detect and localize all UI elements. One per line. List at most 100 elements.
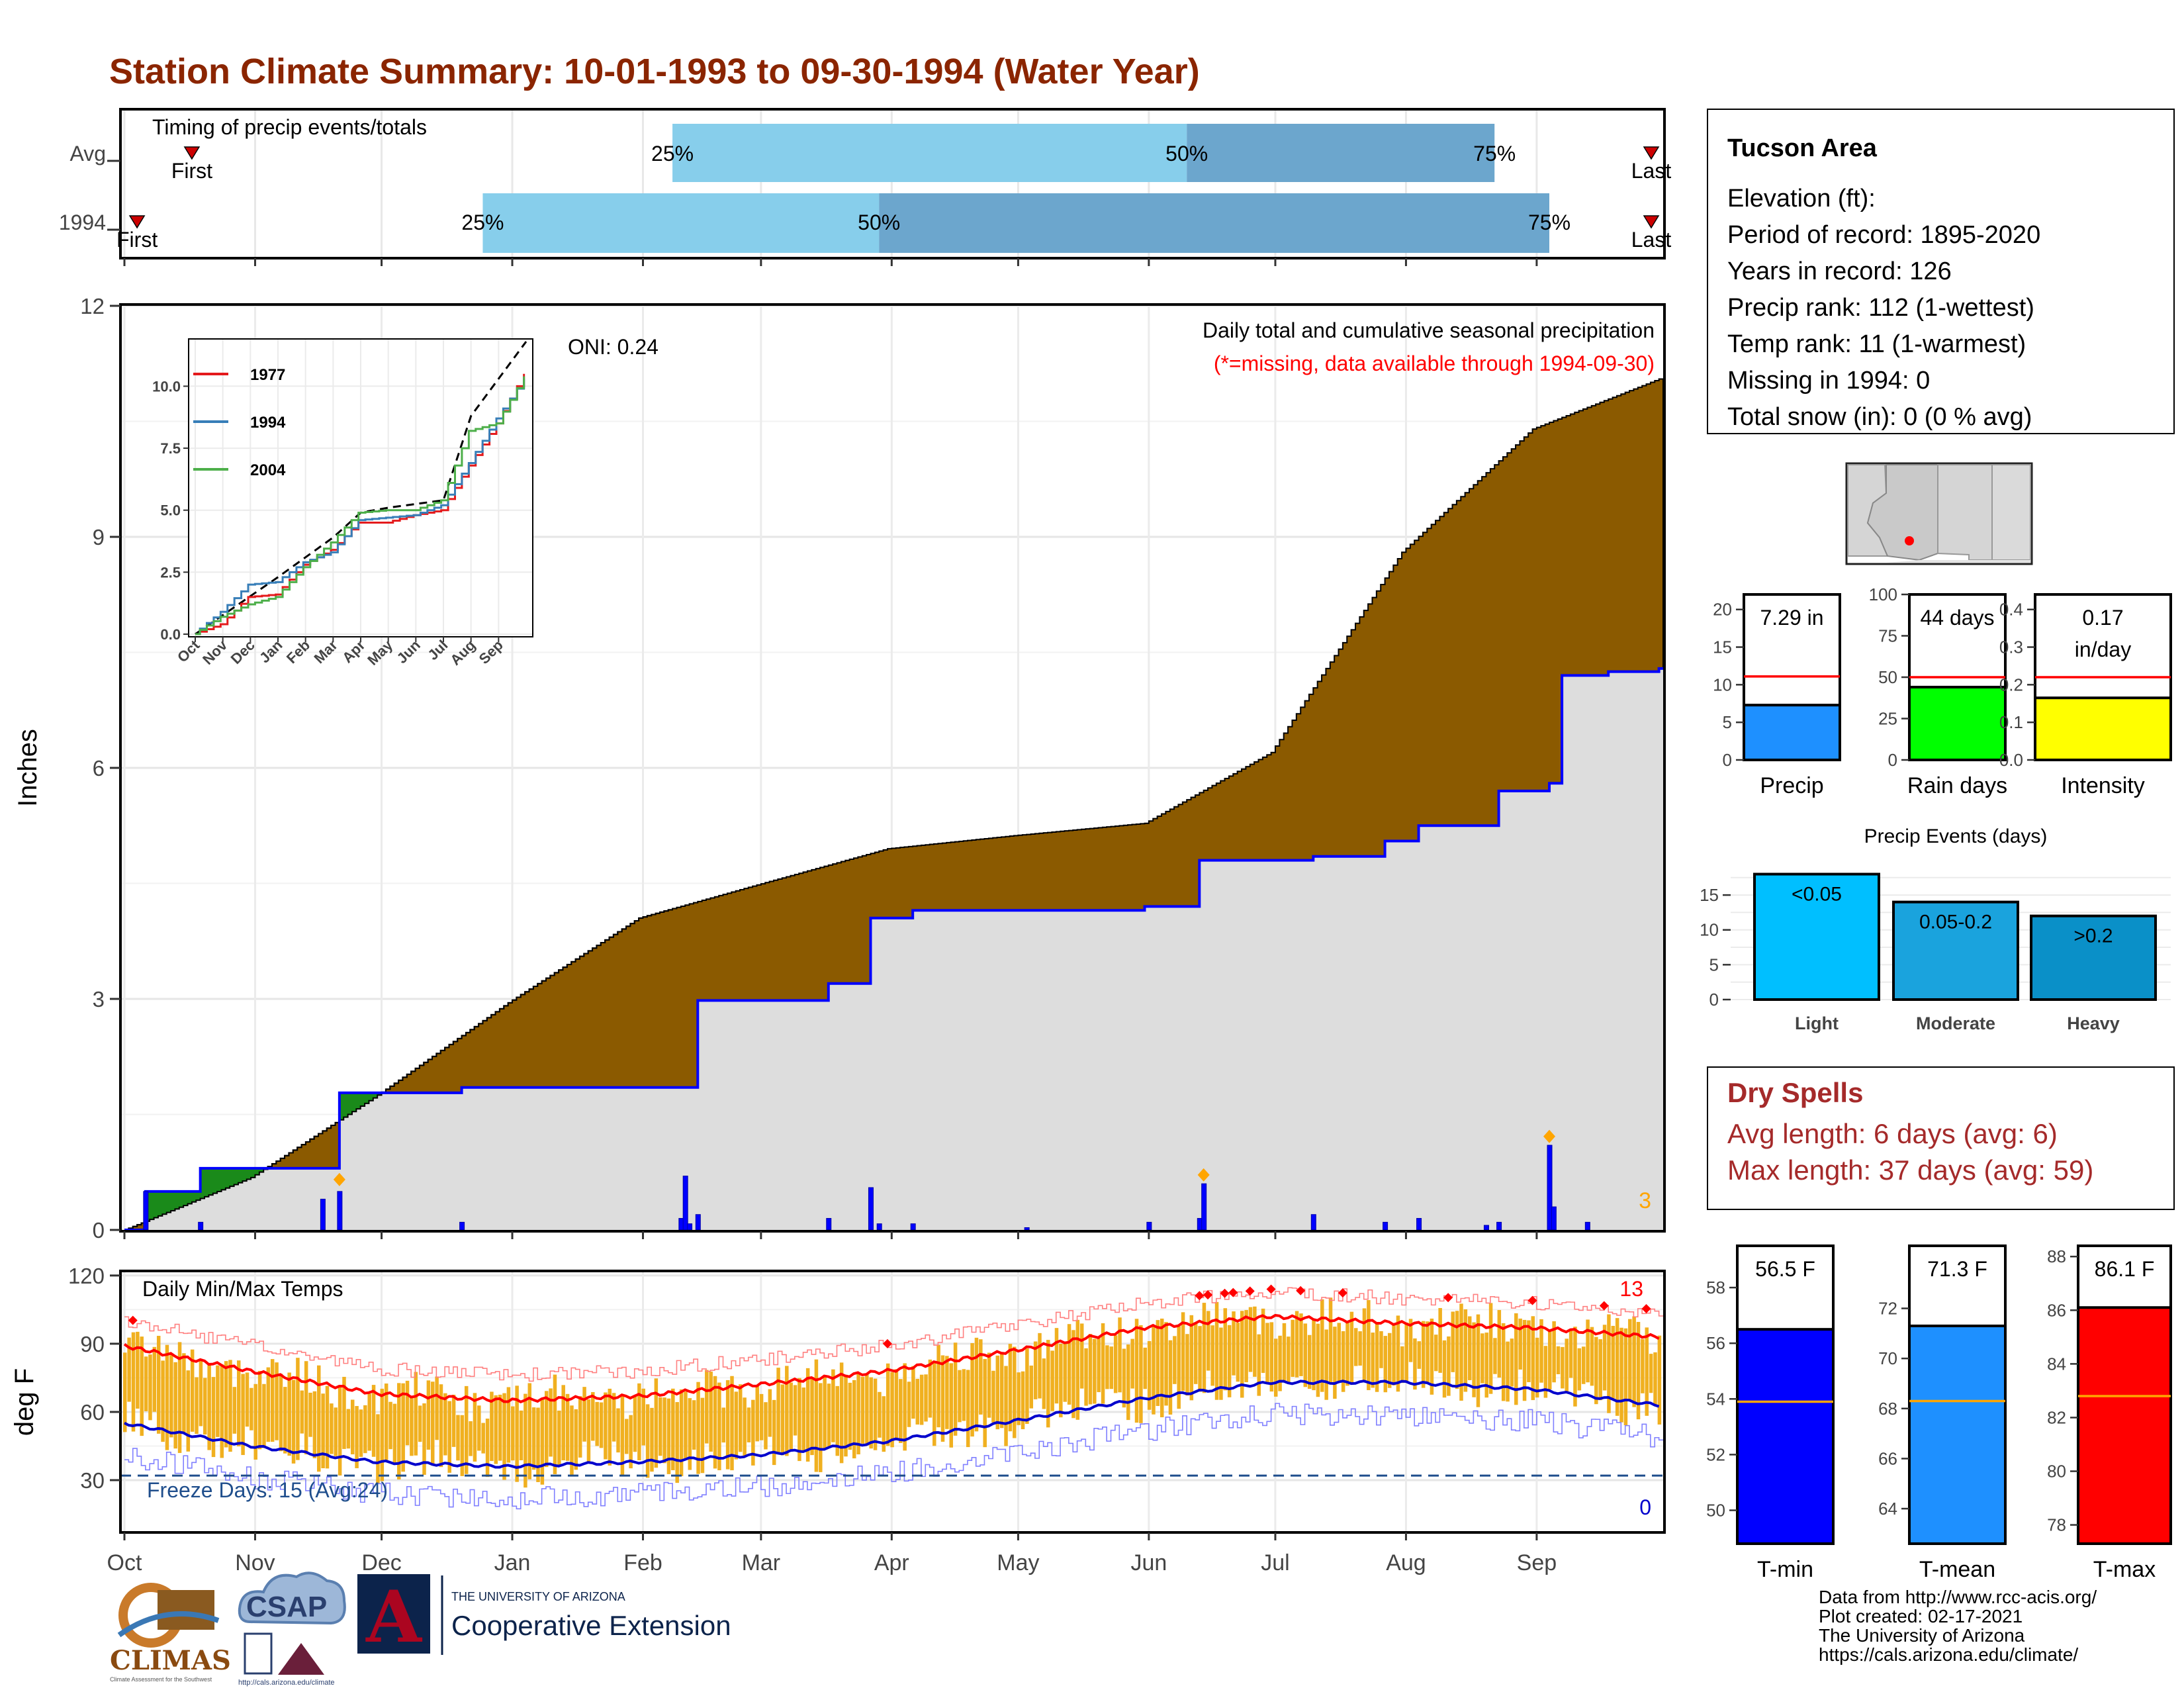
daily-temp-range-bar	[1273, 1338, 1278, 1397]
temp-daily-bars	[123, 1297, 1662, 1488]
daily-temp-range-bar	[999, 1352, 1004, 1429]
daily-temp-range-bar	[1657, 1335, 1662, 1425]
station-name: Tucson Area	[1727, 134, 1878, 162]
info-line: Temp rank: 11 (1-warmest)	[1727, 330, 2026, 358]
daily-temp-range-bar	[561, 1385, 565, 1461]
daily-temp-range-bar	[275, 1362, 279, 1440]
daily-temp-range-bar	[780, 1384, 785, 1456]
daily-temp-range-bar	[759, 1393, 764, 1440]
daily-temp-range-bar	[717, 1382, 721, 1471]
daily-temp-range-bar	[1181, 1312, 1185, 1391]
temperature-summary-bars: 56.5 F T-min 50 52 54 56 58 71.3 F T-mean 64 66 68 7…	[1706, 1244, 2172, 1582]
inset-legend: 1977 1994 2004	[193, 366, 286, 479]
daily-temp-range-bar	[1358, 1331, 1362, 1366]
temp-bar-tick-label: 88	[2047, 1246, 2066, 1266]
daily-temp-range-bar	[1084, 1348, 1088, 1406]
daily-temp-range-bar	[764, 1402, 768, 1450]
temp-bar-tick-label: 66	[1878, 1448, 1897, 1468]
summary-bar-label: Rain days	[1907, 773, 2007, 798]
daily-temp-range-bar	[1278, 1335, 1282, 1391]
precip-y-tick-label: 12	[80, 294, 105, 318]
daily-precip-bar	[687, 1223, 693, 1231]
record-high-marker	[1338, 1288, 1347, 1298]
daily-temp-range-bar	[949, 1363, 953, 1448]
daily-temp-range-bar	[1476, 1314, 1480, 1407]
daily-temp-range-bar	[995, 1355, 1000, 1430]
daily-temp-range-bar	[304, 1361, 308, 1455]
daily-temp-range-bar	[1628, 1319, 1632, 1401]
climas-landscape-icon	[158, 1590, 214, 1630]
daily-temp-range-bar	[1033, 1341, 1038, 1399]
daily-temp-range-bar	[747, 1407, 751, 1442]
daily-temp-range-bar	[321, 1393, 325, 1468]
record-high-line	[124, 1287, 1663, 1382]
daily-precip-bar	[826, 1218, 832, 1231]
daily-temp-range-bar	[1134, 1319, 1139, 1423]
temp-bar-tick-label: 52	[1706, 1444, 1725, 1464]
daily-temp-range-bar	[540, 1399, 545, 1485]
quartile-label-25: 25%	[651, 142, 694, 165]
daily-temp-range-bar	[666, 1398, 671, 1474]
daily-temp-range-bar	[1404, 1322, 1408, 1382]
daily-temp-range-bar	[1367, 1300, 1371, 1391]
daily-temp-range-bar	[236, 1360, 241, 1446]
daily-temp-range-bar	[1501, 1323, 1506, 1401]
daily-temp-range-bar	[755, 1385, 759, 1442]
daily-temp-range-bar	[1413, 1338, 1417, 1390]
daily-temp-range-bar	[182, 1353, 186, 1434]
daily-temp-range-bar	[734, 1391, 739, 1460]
daily-temp-range-bar	[860, 1376, 865, 1444]
info-line: Precip rank: 112 (1-wettest)	[1727, 294, 2034, 322]
precip-events-ticks: 0 5 10 15	[1700, 885, 1731, 1009]
daily-temp-range-bar	[1341, 1331, 1345, 1392]
daily-temp-range-bar	[654, 1378, 659, 1468]
quartile-label-50: 50%	[858, 211, 900, 234]
daily-temp-range-bar	[1408, 1319, 1413, 1362]
info-lines: Elevation (ft): Period of record: 1895-20…	[1727, 185, 2040, 431]
first-event-marker	[128, 215, 146, 229]
daily-temp-range-bar	[768, 1389, 772, 1437]
summary-bar-value: 0.17	[2082, 606, 2123, 630]
daily-temp-range-bar	[1257, 1334, 1261, 1396]
daily-temp-range-bar	[1375, 1324, 1379, 1392]
daily-temp-range-bar	[1328, 1297, 1333, 1383]
daily-temp-range-bar	[241, 1374, 245, 1456]
daily-temp-range-bar	[1025, 1348, 1029, 1425]
daily-temp-range-bar	[1240, 1311, 1244, 1398]
inset-lines	[195, 341, 527, 635]
daily-temp-range-bar	[410, 1397, 414, 1456]
timing-row-1994-label: 1994	[59, 211, 106, 234]
daily-temp-range-bar	[1514, 1313, 1518, 1405]
daily-temp-range-bar	[751, 1399, 755, 1466]
daily-temp-range-bar	[1042, 1358, 1046, 1409]
record-high-marker	[1195, 1291, 1205, 1301]
daily-temp-range-bar	[173, 1362, 177, 1449]
daily-temp-range-bar	[494, 1395, 498, 1464]
month-label-may: May	[997, 1550, 1039, 1575]
map-texas	[1991, 464, 2031, 561]
temp-bar-tick-label: 50	[1706, 1501, 1725, 1521]
inset-chart: 0.02.55.07.510.0 OctNovDecJanFebMarAprMa…	[152, 338, 533, 669]
summary-bar-tick-label: 50	[1878, 667, 1897, 687]
daily-temp-range-bar	[127, 1337, 131, 1402]
daily-temp-range-bar	[405, 1380, 410, 1446]
temp-bar-t-max	[2077, 1306, 2172, 1546]
summary-bar-tick-label: 10	[1713, 675, 1732, 694]
daily-temp-range-bar	[1067, 1324, 1071, 1405]
daily-temp-range-bar	[131, 1332, 136, 1432]
daily-temp-range-bar	[1463, 1309, 1468, 1392]
daily-precip-bar	[198, 1221, 204, 1231]
daily-temp-range-bar	[195, 1377, 199, 1434]
daily-temp-range-bar	[721, 1407, 726, 1443]
daily-temp-range-bar	[1219, 1327, 1223, 1400]
daily-temp-range-bar	[1113, 1335, 1118, 1393]
temp-x-ticks: Oct Nov Dec Jan Feb Mar Apr May Jun Jul Aug Sep	[107, 1532, 1557, 1575]
daily-temp-range-bar	[620, 1395, 625, 1476]
temp-grid	[120, 1271, 1664, 1532]
daily-temp-range-bar	[882, 1396, 886, 1452]
daily-temp-range-bar	[1619, 1327, 1623, 1423]
dry-spells-title: Dry Spells	[1727, 1077, 1863, 1108]
precip-fills	[124, 378, 1664, 1231]
daily-temp-range-bar	[1594, 1336, 1598, 1405]
daily-temp-range-bar	[650, 1407, 654, 1472]
